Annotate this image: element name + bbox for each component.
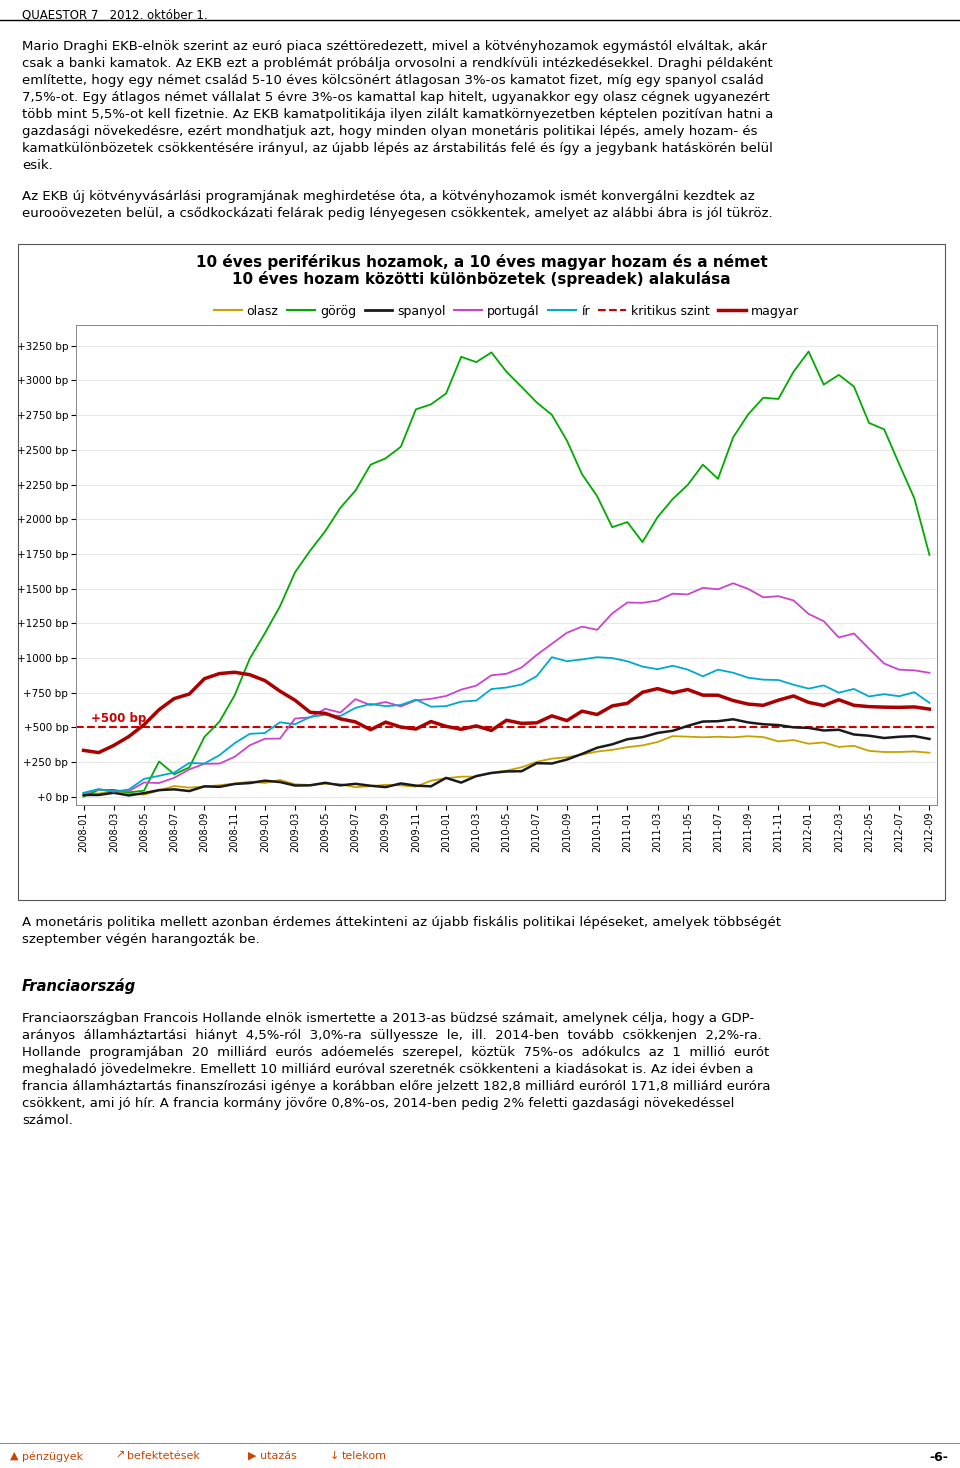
Legend: olasz, görög, spanyol, portugál, ír, kritikus szint, magyar: olasz, görög, spanyol, portugál, ír, kri… <box>214 305 799 317</box>
Text: pénzügyek: pénzügyek <box>22 1450 84 1462</box>
Text: francia államháztartás finanszírozási igénye a korábban előre jelzett 182,8 mill: francia államháztartás finanszírozási ig… <box>22 1080 771 1094</box>
Text: gazdasági növekedésre, ezért mondhatjuk azt, hogy minden olyan monetáris politik: gazdasági növekedésre, ezért mondhatjuk … <box>22 125 757 138</box>
Text: QUAESTOR 7   2012. október 1.: QUAESTOR 7 2012. október 1. <box>22 7 207 21</box>
Text: ↓: ↓ <box>330 1450 340 1461</box>
Text: ▲: ▲ <box>10 1450 18 1461</box>
Text: Mario Draghi EKB-elnök szerint az euró piaca széttöredezett, mivel a kötvényhoza: Mario Draghi EKB-elnök szerint az euró p… <box>22 40 767 53</box>
Text: Franciaország: Franciaország <box>22 978 136 994</box>
Text: Franciaországban Francois Hollande elnök ismertette a 2013-as büdzsé számait, am: Franciaországban Francois Hollande elnök… <box>22 1011 755 1025</box>
Text: A monetáris politika mellett azonban érdemes áttekinteni az újabb fiskális polit: A monetáris politika mellett azonban érd… <box>22 916 781 929</box>
Text: utazás: utazás <box>260 1450 297 1461</box>
Text: több mint 5,5%-ot kell fizetnie. Az EKB kamatpolitikája ilyen zilált kamatkörnye: több mint 5,5%-ot kell fizetnie. Az EKB … <box>22 109 774 120</box>
Text: 7,5%-ot. Egy átlagos német vállalat 5 évre 3%-os kamattal kap hitelt, ugyanakkor: 7,5%-ot. Egy átlagos német vállalat 5 év… <box>22 91 770 104</box>
Text: befektetések: befektetések <box>127 1450 200 1461</box>
Text: arányos  államháztartási  hiányt  4,5%-ról  3,0%-ra  süllyessze  le,  ill.  2014: arányos államháztartási hiányt 4,5%-ról … <box>22 1029 761 1042</box>
Text: 10 éves periférikus hozamok, a 10 éves magyar hozam és a német: 10 éves periférikus hozamok, a 10 éves m… <box>196 254 767 270</box>
Text: eurooövezeten belül, a csődkockázati felárak pedig lényegesen csökkentek, amelye: eurooövezeten belül, a csődkockázati fel… <box>22 207 773 220</box>
Text: szeptember végén harangozták be.: szeptember végén harangozták be. <box>22 934 260 945</box>
Text: 10 éves hozam közötti különbözetek (spreadek) alakulása: 10 éves hozam közötti különbözetek (spre… <box>232 272 731 288</box>
Text: kamatkülönbözetek csökkentésére irányul, az újabb lépés az árstabilitás felé és : kamatkülönbözetek csökkentésére irányul,… <box>22 142 773 156</box>
FancyBboxPatch shape <box>18 244 945 900</box>
Text: csak a banki kamatok. Az EKB ezt a problémát próbálja orvosolni a rendkívüli int: csak a banki kamatok. Az EKB ezt a probl… <box>22 57 773 70</box>
Text: Hollande  programjában  20  milliárd  eurós  adóemelés  szerepel,  köztük  75%-o: Hollande programjában 20 milliárd eurós … <box>22 1047 769 1058</box>
Text: telekom: telekom <box>342 1450 387 1461</box>
Text: -6-: -6- <box>929 1450 948 1464</box>
Text: számol.: számol. <box>22 1114 73 1127</box>
Text: Az EKB új kötvényvásárlási programjának meghirdetése óta, a kötvényhozamok ismét: Az EKB új kötvényvásárlási programjának … <box>22 189 755 203</box>
Text: említette, hogy egy német család 5-10 éves kölcsönért átlagosan 3%-os kamatot fi: említette, hogy egy német család 5-10 év… <box>22 73 764 87</box>
Text: +500 bp: +500 bp <box>91 712 146 725</box>
Text: meghaladó jövedelmekre. Emellett 10 milliárd euróval szeretnék csökkenteni a kia: meghaladó jövedelmekre. Emellett 10 mill… <box>22 1063 754 1076</box>
Text: csökkent, ami jó hír. A francia kormány jövőre 0,8%-os, 2014-ben pedig 2% felett: csökkent, ami jó hír. A francia kormány … <box>22 1097 734 1110</box>
Text: esik.: esik. <box>22 159 53 172</box>
Text: ↗: ↗ <box>115 1450 125 1461</box>
Text: ▶: ▶ <box>248 1450 256 1461</box>
